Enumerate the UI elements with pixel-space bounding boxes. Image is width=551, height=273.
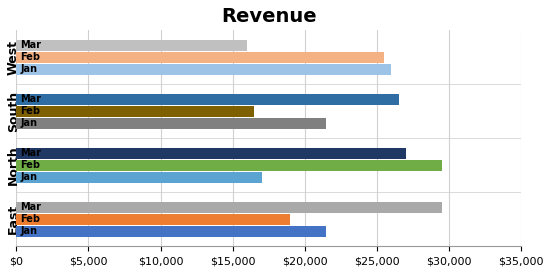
Text: Mar: Mar xyxy=(20,149,41,158)
Bar xyxy=(16,225,327,237)
Text: Jan: Jan xyxy=(20,64,37,74)
Bar xyxy=(16,171,262,183)
Bar xyxy=(16,160,442,171)
Bar xyxy=(16,40,247,51)
Text: Jan: Jan xyxy=(20,226,37,236)
Bar xyxy=(16,214,290,225)
Bar xyxy=(16,106,255,117)
Text: Feb: Feb xyxy=(20,52,41,62)
Bar xyxy=(16,148,406,159)
Text: Feb: Feb xyxy=(20,106,41,116)
Title: Revenue: Revenue xyxy=(221,7,317,26)
Text: Jan: Jan xyxy=(20,118,37,128)
Bar xyxy=(16,94,398,105)
Bar xyxy=(16,64,391,75)
Bar xyxy=(16,202,442,213)
Text: Feb: Feb xyxy=(20,160,41,170)
Text: Jan: Jan xyxy=(20,172,37,182)
Text: Mar: Mar xyxy=(20,40,41,51)
Text: Mar: Mar xyxy=(20,94,41,104)
Bar xyxy=(16,52,384,63)
Text: Mar: Mar xyxy=(20,203,41,212)
Bar xyxy=(16,118,327,129)
Text: Feb: Feb xyxy=(20,214,41,224)
